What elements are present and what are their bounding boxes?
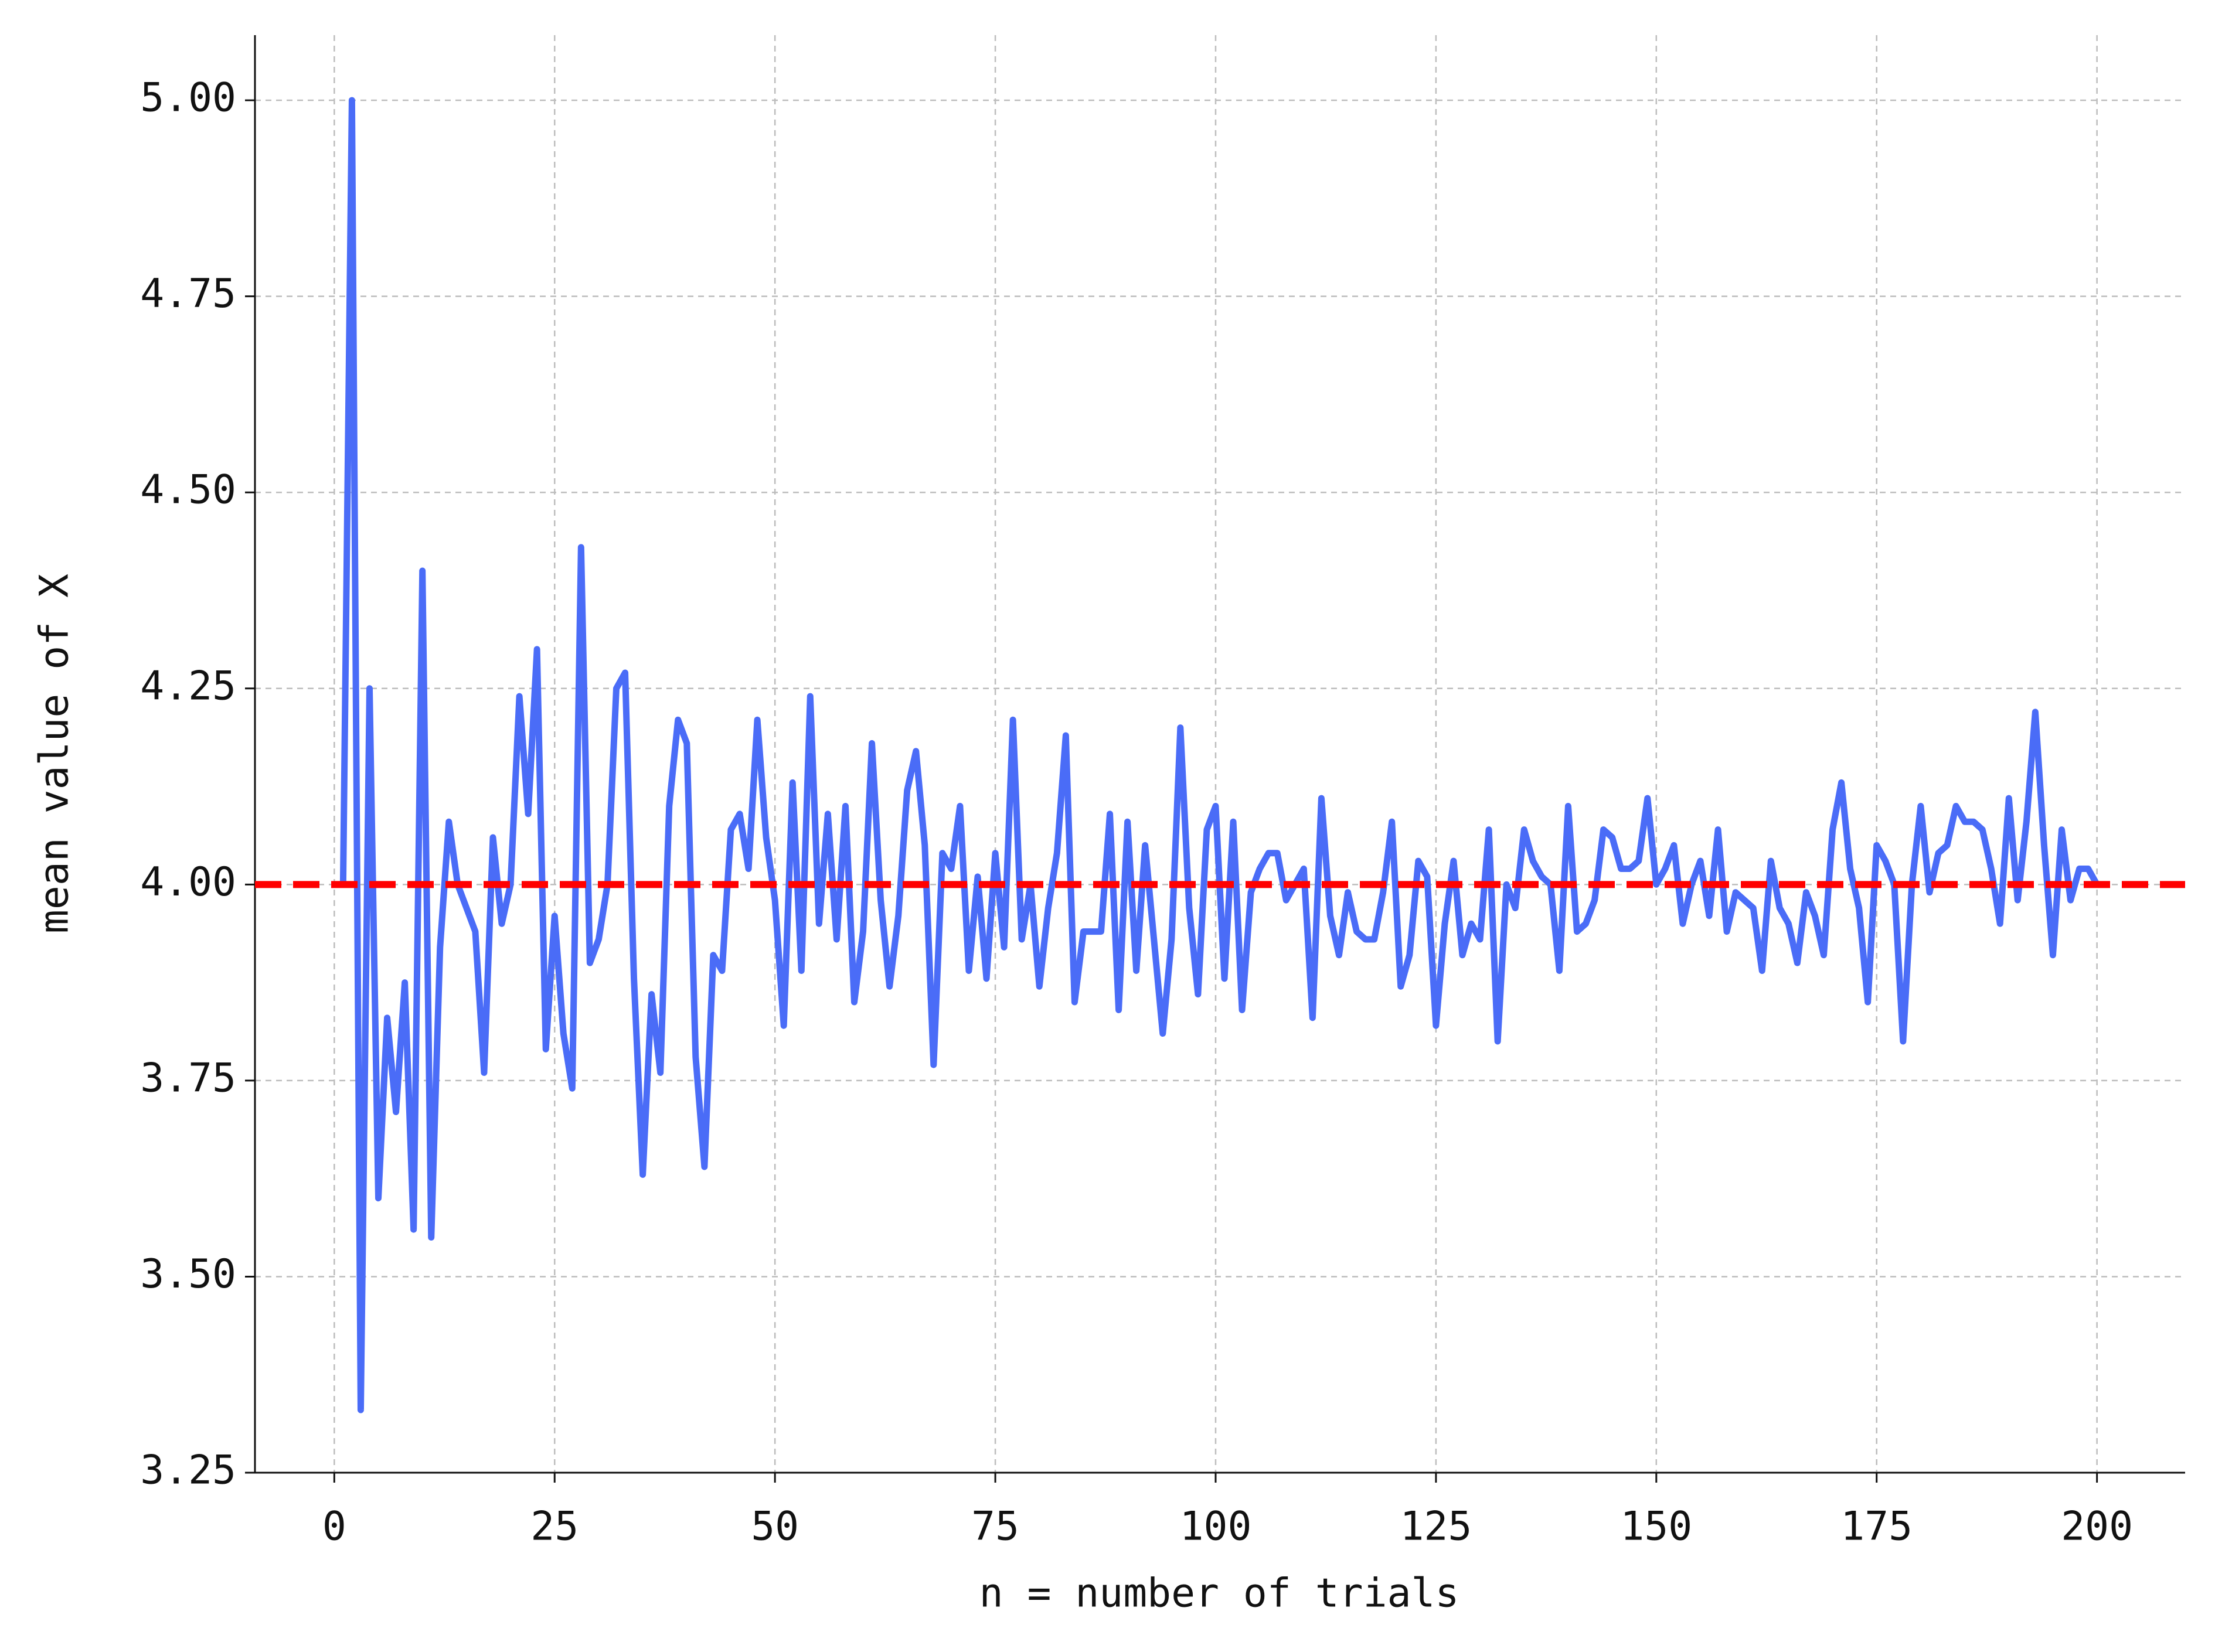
y-axis-label: mean value of X [32, 574, 78, 934]
y-tick-label: 5.00 [140, 75, 236, 121]
x-tick-label: 150 [1620, 1504, 1692, 1550]
x-tick-label: 75 [971, 1504, 1019, 1550]
y-tick-label: 4.25 [140, 663, 236, 709]
x-axis-label: n = number of trials [979, 1571, 1459, 1617]
x-tick-label: 25 [530, 1504, 579, 1550]
data-line [339, 97, 2100, 1413]
y-tick-label: 3.75 [140, 1055, 236, 1101]
y-tick-label: 4.75 [140, 271, 236, 317]
y-tick-label: 3.50 [140, 1251, 236, 1297]
x-tick-label: 100 [1180, 1504, 1252, 1550]
y-tick-label: 4.50 [140, 467, 236, 513]
x-tick-label: 0 [322, 1504, 346, 1550]
x-tick-label: 200 [2061, 1504, 2133, 1550]
y-tick-label: 4.00 [140, 859, 236, 905]
y-tick-label: 3.25 [140, 1447, 236, 1494]
x-tick-label: 50 [751, 1504, 799, 1550]
x-tick-label: 125 [1400, 1504, 1472, 1550]
x-tick-label: 175 [1840, 1504, 1913, 1550]
